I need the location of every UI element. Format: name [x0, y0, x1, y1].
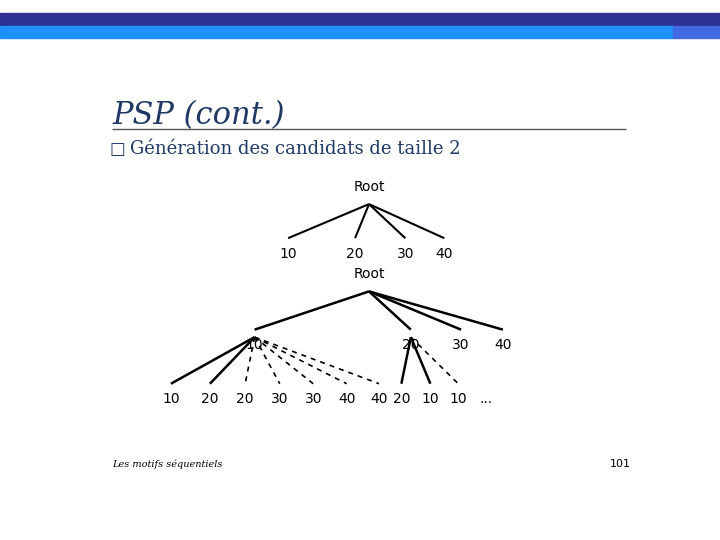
Text: 10: 10 — [162, 392, 180, 406]
Text: 30: 30 — [305, 392, 322, 406]
Text: 10: 10 — [449, 392, 467, 406]
Text: 40: 40 — [338, 392, 356, 406]
Text: 101: 101 — [611, 459, 631, 469]
Text: 20: 20 — [402, 338, 420, 352]
Text: 10: 10 — [422, 392, 439, 406]
Text: 30: 30 — [271, 392, 289, 406]
Text: 20: 20 — [392, 392, 410, 406]
Text: 10: 10 — [246, 338, 264, 352]
Text: Root: Root — [354, 180, 384, 194]
Text: 40: 40 — [436, 246, 453, 260]
Text: 30: 30 — [397, 246, 414, 260]
Text: Les motifs séquentiels: Les motifs séquentiels — [112, 460, 222, 469]
Text: □: □ — [109, 140, 125, 158]
Text: 20: 20 — [236, 392, 254, 406]
Text: 40: 40 — [370, 392, 388, 406]
Text: 10: 10 — [279, 246, 297, 260]
Text: 30: 30 — [452, 338, 470, 352]
Text: ...: ... — [480, 392, 492, 406]
Text: 20: 20 — [346, 246, 364, 260]
Text: Génération des candidats de taille 2: Génération des candidats de taille 2 — [130, 140, 461, 158]
Text: 40: 40 — [494, 338, 512, 352]
Text: PSP (cont.): PSP (cont.) — [112, 100, 285, 131]
Text: Root: Root — [354, 267, 384, 281]
Text: 20: 20 — [201, 392, 219, 406]
